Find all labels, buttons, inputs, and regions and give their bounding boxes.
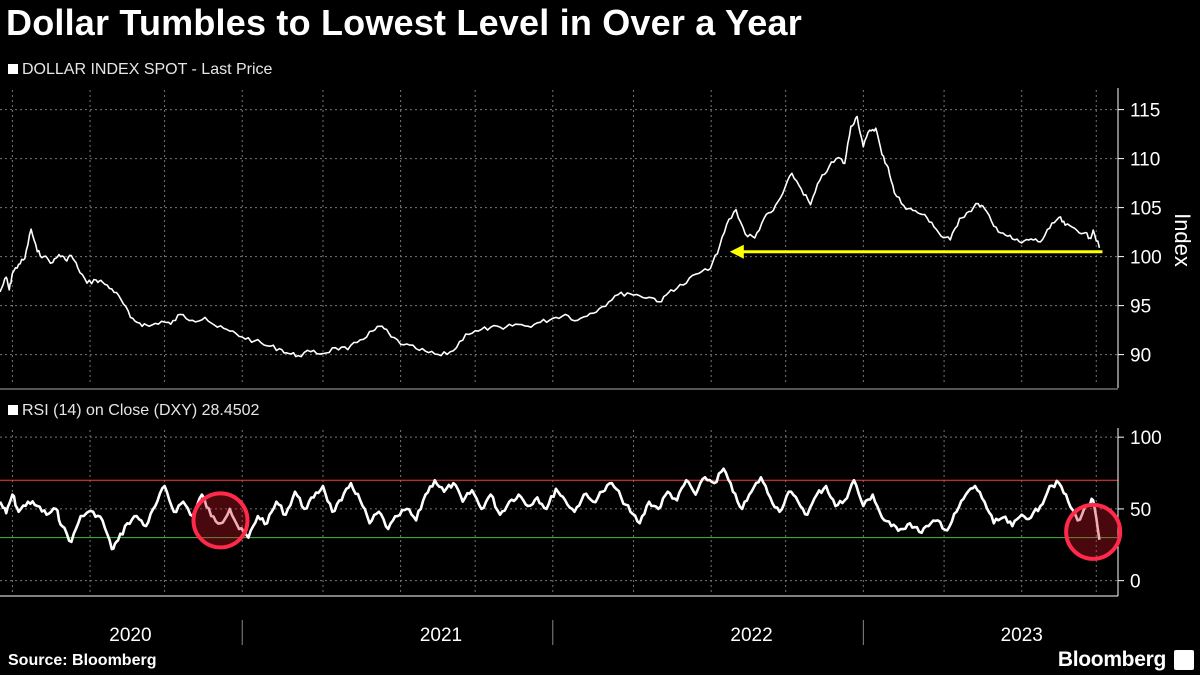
rsi-plot	[0, 467, 1101, 551]
grid	[0, 90, 1118, 595]
bloomberg-logo: Bloomberg	[1057, 648, 1166, 671]
price-y-tick-label: 110	[1130, 150, 1160, 171]
price-legend-label: DOLLAR INDEX SPOT - Last Price	[22, 61, 273, 78]
price-series-line	[0, 115, 1101, 358]
x-tick-label-2022: 2022	[730, 625, 772, 646]
rsi-y-tick-label: 100	[1130, 428, 1162, 449]
rsi-legend: RSI (14) on Close (DXY) 28.4502	[8, 402, 259, 420]
price-y-tick-label: 100	[1130, 248, 1162, 269]
chart-title: Dollar Tumbles to Lowest Level in Over a…	[6, 2, 802, 43]
rsi-reference-lines	[0, 479, 1118, 539]
price-y-tick-label: 105	[1130, 199, 1162, 220]
legend-swatch	[8, 405, 18, 415]
price-plot	[0, 115, 1101, 358]
source-note: Source: Bloomberg	[8, 652, 157, 669]
bloomberg-terminal-icon	[1174, 650, 1194, 670]
x-tick-label-2021: 2021	[420, 625, 462, 646]
annotations	[191, 244, 1123, 561]
x-tick-label-2023: 2023	[1001, 625, 1043, 646]
axes: 90 95 100 105 110 115 0 50 100 Index 2020 2021 2022 2…	[0, 88, 1195, 646]
price-y-tick-label: 90	[1130, 346, 1151, 367]
rsi-legend-label: RSI (14) on Close (DXY) 28.4502	[22, 402, 260, 419]
x-tick-label-2020: 2020	[109, 625, 151, 646]
price-y-axis-label: Index	[1170, 213, 1195, 267]
rsi-y-tick-label: 0	[1130, 572, 1141, 593]
rsi-highlight-circle-2	[1064, 502, 1123, 561]
rsi-series-line	[0, 467, 1101, 551]
yellow-arrow-head	[729, 244, 744, 259]
legend-swatch	[8, 64, 18, 74]
rsi-highlight-circle-1	[191, 491, 250, 550]
price-y-tick-label: 95	[1130, 297, 1151, 318]
price-y-tick-label: 115	[1130, 101, 1160, 122]
rsi-y-tick-label: 50	[1130, 500, 1151, 521]
price-legend: DOLLAR INDEX SPOT - Last Price	[8, 61, 272, 79]
